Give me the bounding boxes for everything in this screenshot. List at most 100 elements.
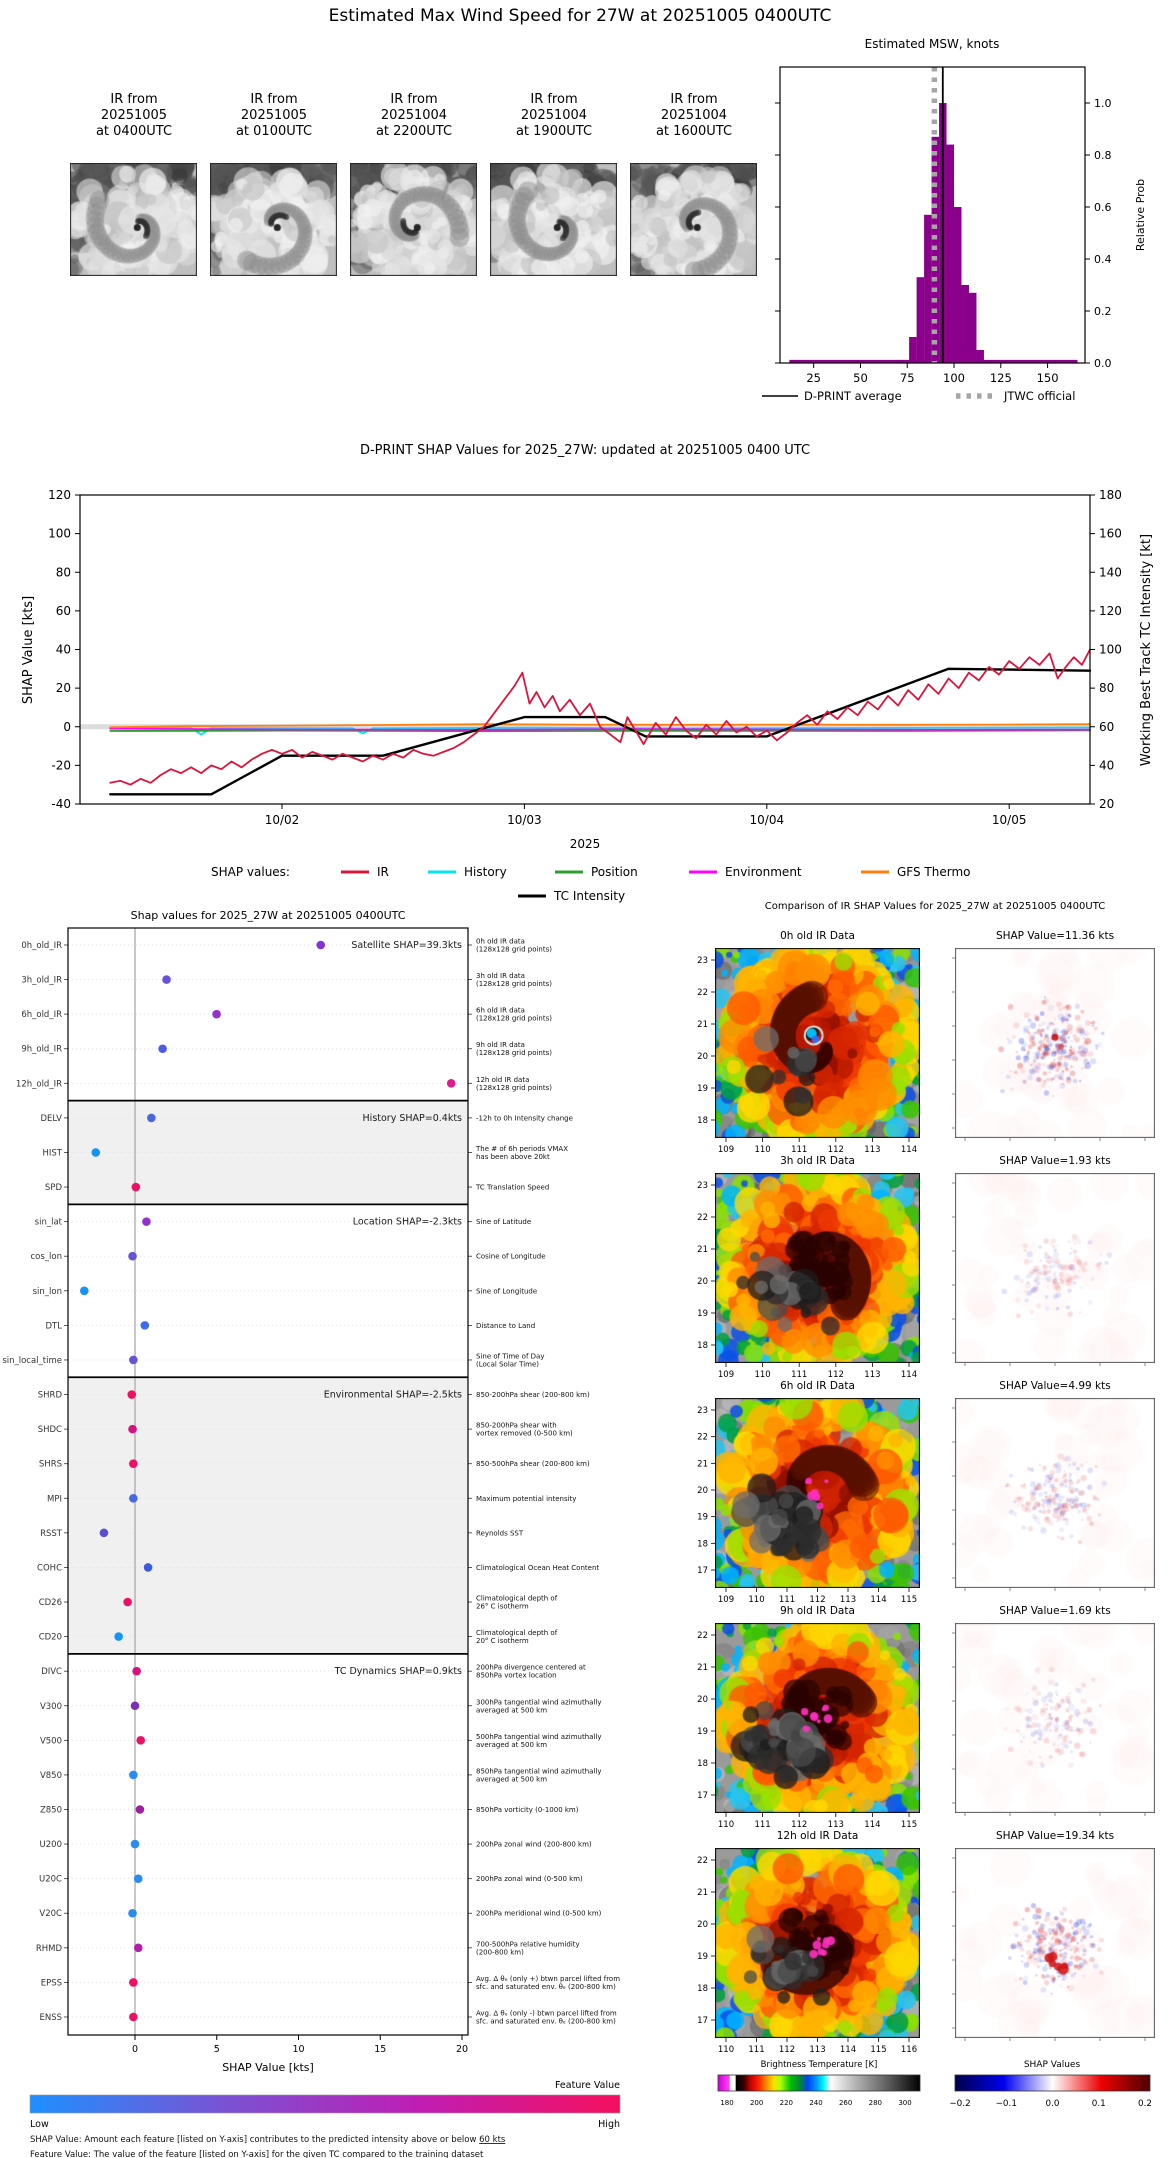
feature-label-ENSS: ENSS <box>39 2013 62 2023</box>
ts-xtick: 10/04 <box>750 813 785 827</box>
shap-dot-HIST <box>91 1148 101 1157</box>
feature-desc: Cosine of Longitude <box>476 1253 546 1261</box>
shap-dot-V20C <box>128 1908 137 1918</box>
feature-value-low-label: Low <box>30 2119 49 2130</box>
feature-desc: 850-200hPa shear with <box>476 1422 557 1430</box>
ir-thumbnail-label-line: at 1900UTC <box>515 124 593 139</box>
map-xtick: 116 <box>901 2045 917 2055</box>
shap-dot-9h_old_IR <box>158 1044 167 1054</box>
shap-dot-U200 <box>130 1839 140 1849</box>
ir-thumbnail-label-line: 20251004 <box>380 108 448 123</box>
feature-desc: (128x128 grid points) <box>476 1049 552 1057</box>
ir-thumbnail-label-line: 20251005 <box>240 108 308 123</box>
shap-map-image-2 <box>955 1398 1155 1588</box>
dotplot-xtick: 20 <box>456 2044 468 2055</box>
feature-desc: (Local Solar Time) <box>476 1360 539 1368</box>
shap-dot-12h_old_IR <box>446 1079 456 1088</box>
shap-dot-V500 <box>136 1736 146 1745</box>
ts-ytick-left: -40 <box>51 797 71 811</box>
ir-shap-comparison-panel: Comparison of IR SHAP Values for 2025_27… <box>697 901 1152 2109</box>
feature-desc: 850-500hPa shear (200-800 km) <box>476 1460 590 1468</box>
map-xtick: 114 <box>864 1820 880 1830</box>
note-feature-value: Feature Value: The value of the feature … <box>30 2150 484 2158</box>
histogram-ytick: 0.0 <box>1094 357 1112 370</box>
feature-desc: Avg. Δ θₑ (only +) btwn parcel lifted fr… <box>476 1975 620 1983</box>
map-ytick: 21 <box>697 1663 708 1673</box>
rect <box>961 285 969 363</box>
ir-map-image-2 <box>715 1398 920 1588</box>
feature-desc: The # of 6h periods VMAX <box>475 1145 568 1153</box>
ir-thumbnail-image-0 <box>70 163 197 276</box>
map-ytick: 20 <box>697 1052 708 1062</box>
feature-value-colorbar-title: Feature Value <box>555 2080 620 2091</box>
feature-desc: 0h old IR data <box>476 938 525 946</box>
shap-map-image-0 <box>955 948 1155 1138</box>
dotplot-title: Shap values for 2025_27W at 20251005 040… <box>131 909 406 922</box>
dotplot-xtick: 0 <box>132 2044 138 2055</box>
series-line <box>109 729 1091 733</box>
feature-desc: sfc. and saturated env. θₑ (200-800 km) <box>476 1983 616 1991</box>
rect <box>954 207 962 363</box>
ir-thumbnail-image-1 <box>210 163 337 276</box>
map-xtick: 115 <box>870 2045 886 2055</box>
ts-ytick-left: 0 <box>63 720 71 734</box>
feature-desc: 26° C isotherm <box>476 1603 529 1611</box>
feature-desc: (128x128 grid points) <box>476 946 552 954</box>
shap-map-image-1 <box>955 1173 1155 1363</box>
map-xtick: 115 <box>901 1820 917 1830</box>
feature-label-3h_old_IR: 3h_old_IR <box>21 976 62 986</box>
map-ytick: 19 <box>697 1084 708 1094</box>
shap-dot-RSST <box>99 1528 109 1538</box>
feature-label-RSST: RSST <box>40 1529 63 1539</box>
ts-ytick-right: 100 <box>1099 643 1122 657</box>
rect <box>68 1377 468 1654</box>
feature-label-DTL: DTL <box>46 1321 63 1331</box>
feature-desc: Climatological depth of <box>476 1629 558 1637</box>
legend-jtwc-official: JTWC official <box>1003 389 1075 403</box>
feature-desc: -12h to 0h Intensity change <box>476 1114 573 1122</box>
shap-map-image-3 <box>955 1623 1155 1813</box>
map-ytick: 19 <box>697 1309 708 1319</box>
map-ytick: 20 <box>697 1486 708 1496</box>
feature-desc: (128x128 grid points) <box>476 980 552 988</box>
timeseries-title: D-PRINT SHAP Values for 2025_27W: update… <box>360 443 810 458</box>
histogram-ytick: 1.0 <box>1094 97 1112 110</box>
dotplot-xtick: 10 <box>292 2044 304 2055</box>
ts-xtick: 10/02 <box>265 813 300 827</box>
comparison-title: Comparison of IR SHAP Values for 2025_27… <box>765 901 1105 912</box>
ir-thumbnail-label-line: at 1600UTC <box>655 124 733 139</box>
feature-label-sin_lon: sin_lon <box>33 1287 62 1297</box>
ir-map-title-2: 6h old IR Data <box>780 1380 855 1392</box>
map-ytick: 22 <box>697 1433 708 1443</box>
feature-desc: has been above 20kt <box>476 1153 550 1161</box>
shap-dot-EPSS <box>129 1978 138 1987</box>
ts-legend-title: SHAP values: <box>211 865 290 879</box>
shap-colorbar-title: SHAP Values <box>1024 2060 1081 2070</box>
msw-histogram: Estimated MSW, knots 0.0 0.2 0.4 0.6 0.8 1.0 25… <box>762 37 1147 403</box>
feature-label-sin_local_time: sin_local_time <box>2 1356 62 1366</box>
series-line <box>109 648 1091 786</box>
ir-map-image-1 <box>715 1173 920 1363</box>
map-ytick: 18 <box>697 1759 708 1769</box>
feature-desc: Avg. Δ θₑ (only -) btwn parcel lifted fr… <box>476 2009 617 2017</box>
map-ytick: 21 <box>697 1459 708 1469</box>
map-xtick: 112 <box>791 1820 807 1830</box>
dotplot-xtick: 15 <box>374 2044 386 2055</box>
feature-desc: averaged at 500 km <box>476 1706 547 1714</box>
ts-ytick-right: 120 <box>1099 604 1122 618</box>
shap-dot-sin_lon <box>80 1286 89 1296</box>
shap-colorbar-tick: 0.0 <box>1046 2099 1060 2109</box>
feature-desc: 300hPa tangential wind azimuthally <box>476 1698 601 1706</box>
feature-desc: 850-200hPa shear (200-800 km) <box>476 1391 590 1399</box>
map-xtick: 113 <box>828 1820 844 1830</box>
shap-colorbar-tick: 0.1 <box>1092 2099 1106 2109</box>
feature-desc: (200-800 km) <box>476 1948 524 1956</box>
shap-panel-title-2: SHAP Value=4.99 kts <box>999 1380 1110 1392</box>
feature-label-0h_old_IR: 0h_old_IR <box>21 941 62 951</box>
feature-desc: vortex removed (0-500 km) <box>476 1430 573 1438</box>
map-xtick: 110 <box>754 1370 770 1380</box>
ts-legend-gfs-thermo: GFS Thermo <box>897 865 971 879</box>
shap-dot-CD26 <box>123 1597 132 1607</box>
feature-desc: (128x128 grid points) <box>476 1015 552 1023</box>
section-annotation-tc-dynamics: TC Dynamics SHAP=0.9kts <box>334 1666 462 1677</box>
